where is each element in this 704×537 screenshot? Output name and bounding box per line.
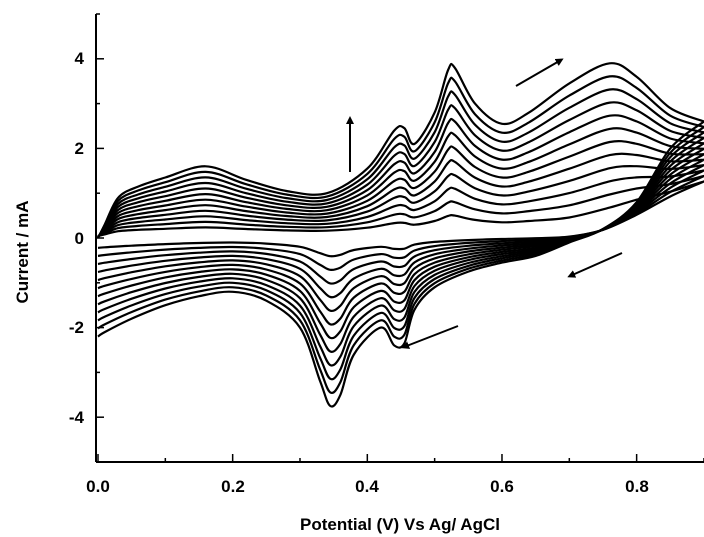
cv-cycle-9 (97, 101, 704, 367)
x-tick-label: 0.2 (221, 477, 245, 496)
y-tick-label: 0 (75, 229, 84, 248)
y-tick-label: 4 (75, 49, 85, 68)
cv-curves (97, 62, 704, 408)
x-tick-label: 0.8 (625, 477, 649, 496)
cv-cycle-6 (97, 140, 704, 326)
y-tick-label: -2 (69, 318, 84, 337)
arrow-cathodic-direction-lower (401, 325, 459, 349)
cv-cycle-2 (97, 174, 704, 272)
cv-cycle-1 (97, 180, 704, 258)
cv-cycle-8 (97, 114, 704, 353)
x-tick-label: 0.4 (355, 477, 379, 496)
cv-cycle-4 (97, 163, 704, 299)
cv-cycle-10 (97, 88, 704, 381)
axis-ticks (96, 13, 704, 463)
cv-cycle-3 (97, 169, 704, 285)
x-axis-title: Potential (V) Vs Ag/ AgCl (300, 515, 500, 534)
x-tick-label: 0.0 (86, 477, 110, 496)
arrow-anodic-direction (515, 58, 564, 87)
x-tick-label: 0.6 (490, 477, 514, 496)
y-tick-label: -4 (69, 408, 85, 427)
y-tick-label: 2 (75, 139, 84, 158)
cv-cycle-11 (97, 75, 704, 394)
arrow-cathodic-direction (567, 252, 623, 278)
y-axis-title: Current / mA (13, 201, 32, 304)
cv-cycle-5 (97, 152, 704, 313)
cv-cycle-7 (97, 127, 704, 340)
